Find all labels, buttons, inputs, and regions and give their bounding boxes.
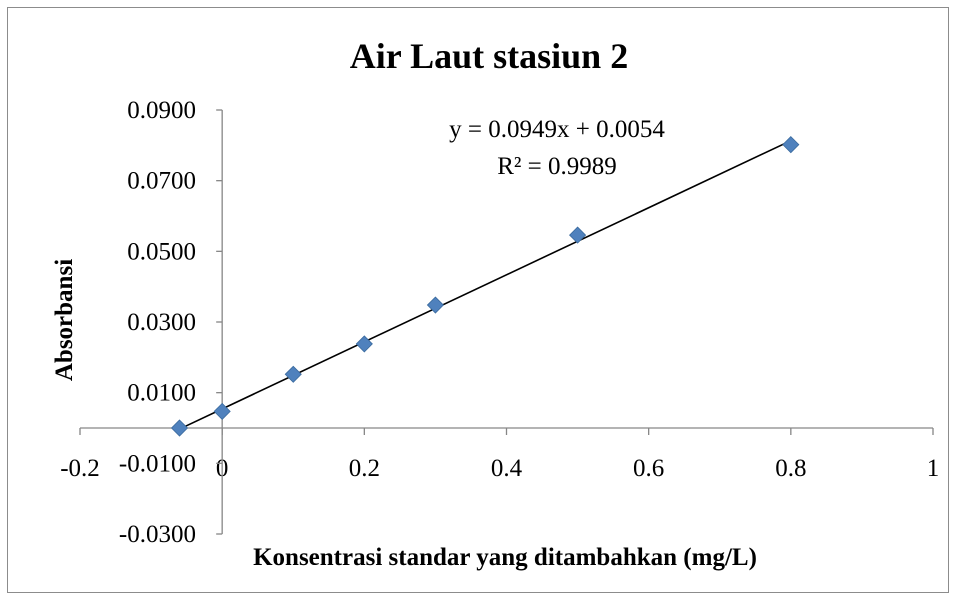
y-tick-label: 0.0500 xyxy=(127,238,196,265)
y-tick-label: 0.0700 xyxy=(127,168,196,195)
data-point xyxy=(213,402,231,420)
chart-title: Air Laut stasiun 2 xyxy=(350,36,628,76)
trendline xyxy=(179,139,792,430)
x-tick-label: 0.4 xyxy=(491,455,523,482)
trendline-equation: y = 0.0949x + 0.0054 xyxy=(449,116,665,143)
y-axis-ticks: 0.0900 0.0700 0.0500 0.0300 0.0100 -0.0100 -0.… xyxy=(119,97,196,548)
x-tick-label: 0.8 xyxy=(775,455,806,482)
y-tick-label: 0.0300 xyxy=(127,309,196,336)
trendline-layer xyxy=(179,139,792,430)
x-axis-ticks: -0.2 0 0.2 0.4 0.6 0.8 1 xyxy=(60,455,939,482)
chart-frame xyxy=(7,7,949,593)
y-tick-label: 0.0900 xyxy=(127,97,196,124)
data-points xyxy=(170,136,800,437)
y-tick-label: -0.0300 xyxy=(119,521,196,548)
x-tick-label: 0.6 xyxy=(633,455,664,482)
data-point xyxy=(426,296,444,314)
x-tick-label: -0.2 xyxy=(60,455,100,482)
data-point xyxy=(782,136,800,154)
data-point xyxy=(355,335,373,353)
data-point xyxy=(170,419,189,437)
x-tick-label: 0.2 xyxy=(349,455,380,482)
y-axis-title: Absorbansi xyxy=(51,259,78,381)
r-squared-label: R² = 0.9989 xyxy=(497,153,617,180)
data-point xyxy=(284,365,302,383)
y-tick-label: 0.0100 xyxy=(127,380,196,407)
axes xyxy=(79,109,934,535)
data-point xyxy=(569,226,587,244)
y-tick-label: -0.0100 xyxy=(119,450,196,477)
x-tick-label: 1 xyxy=(927,455,940,482)
x-axis-title: Konsentrasi standar yang ditambahkan (mg… xyxy=(253,544,757,571)
